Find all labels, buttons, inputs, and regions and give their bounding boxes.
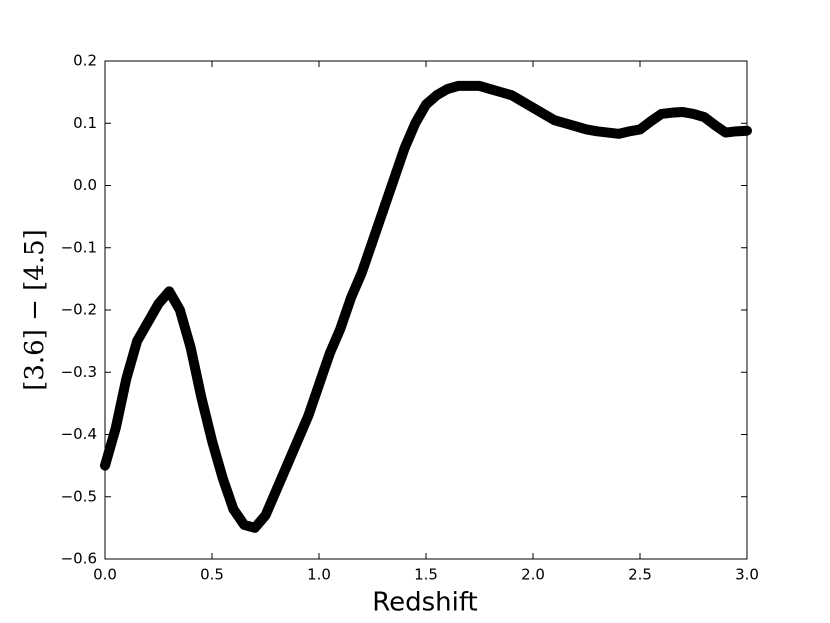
y-tick-label: 0.2 [73,52,97,70]
y-tick-label: −0.5 [61,487,97,505]
x-tick-label: 0.0 [93,566,117,584]
y-tick-label: −0.4 [61,425,97,443]
y-tick-label: 0.1 [73,114,97,132]
y-tick-label: 0.0 [73,176,97,194]
x-axis-label: Redshift [372,588,478,618]
y-axis-label: [3.6] − [4.5] [20,229,50,391]
y-tick-label: −0.2 [61,301,97,319]
y-tick-label: −0.6 [61,550,97,568]
plot-frame [104,60,748,560]
x-tick-label: 3.0 [735,566,759,584]
x-tick-label: 1.5 [414,566,438,584]
y-tick-label: −0.1 [61,238,97,256]
x-tick-label: 2.5 [628,566,652,584]
x-tick-label: 2.0 [521,566,545,584]
x-tick-label: 0.5 [200,566,224,584]
y-tick-label: −0.3 [61,363,97,381]
x-tick-label: 1.0 [307,566,331,584]
data-line [100,80,752,533]
